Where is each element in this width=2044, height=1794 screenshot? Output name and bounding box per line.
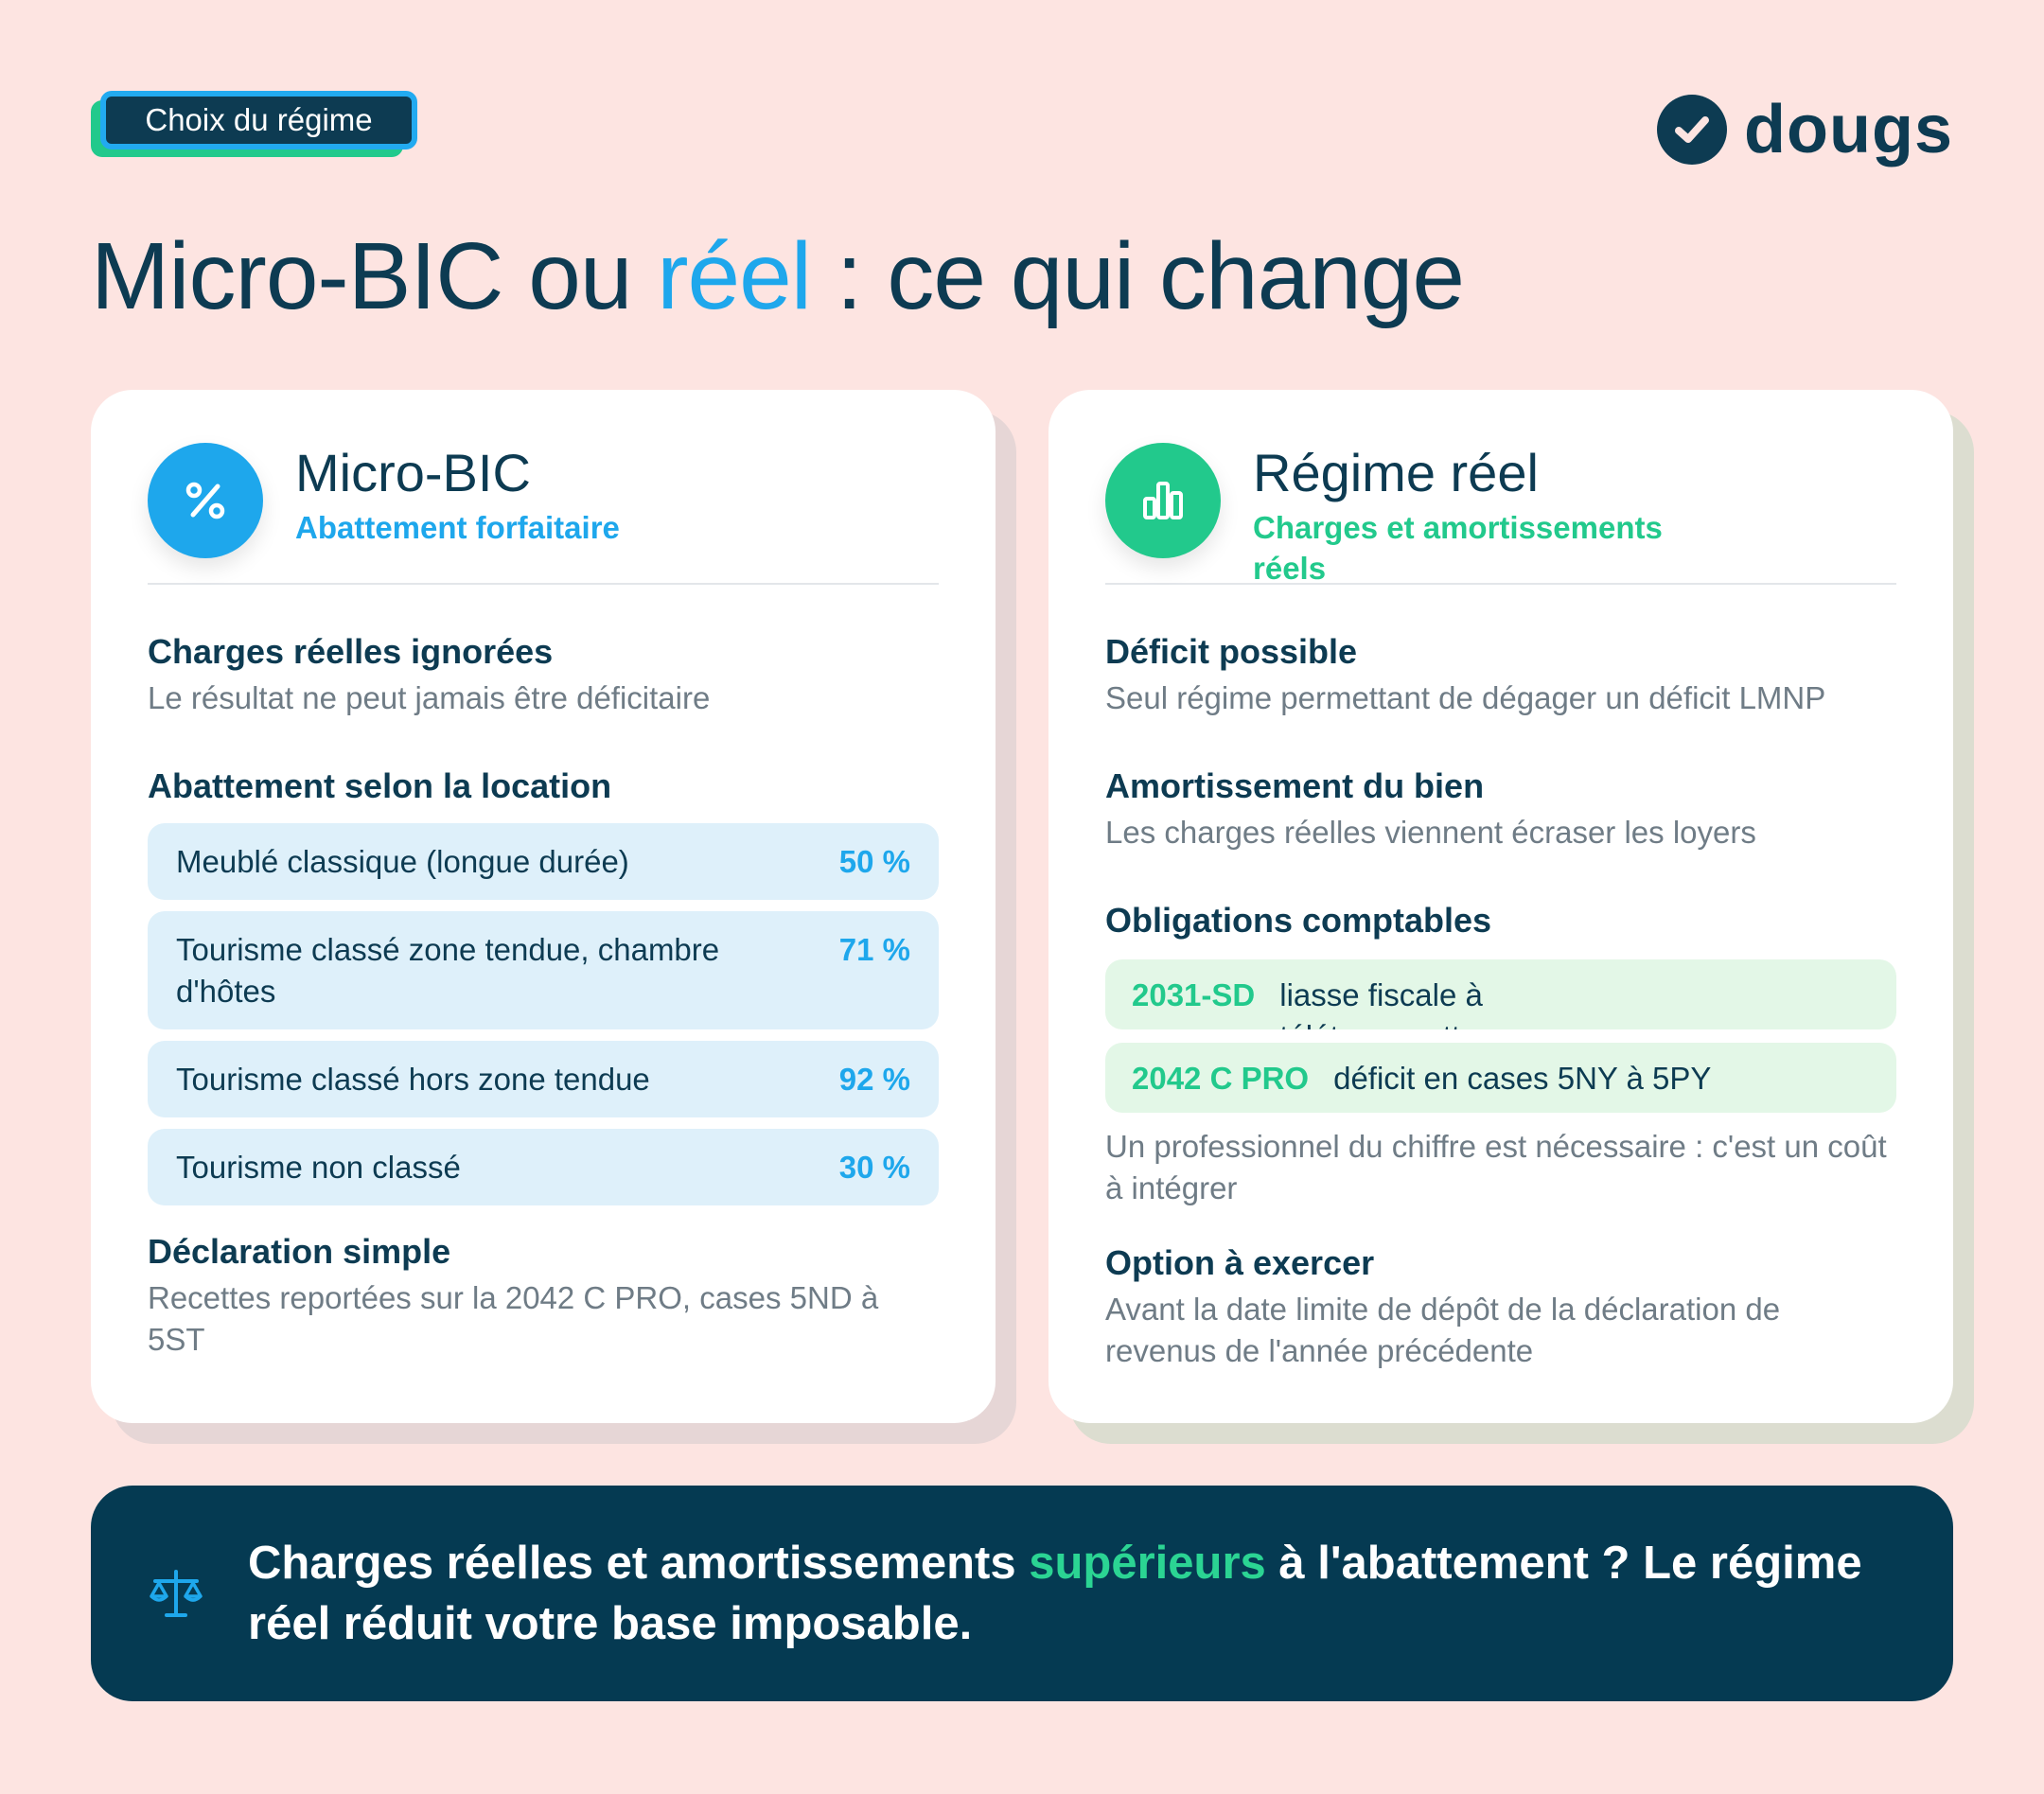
dougs-logo: dougs bbox=[1657, 87, 1953, 172]
section-text: Le résultat ne peut jamais être déficita… bbox=[148, 680, 711, 715]
percent-icon bbox=[148, 443, 263, 558]
card-header: Régime réel Charges et amortissements ré… bbox=[1105, 443, 1896, 586]
logo-text: dougs bbox=[1744, 92, 1953, 167]
card-body: Micro-BIC Abattement forfaitaire Charges… bbox=[91, 390, 996, 1423]
card-subtitle: Charges et amortissements réels bbox=[1253, 510, 1663, 586]
section-title: Option à exercer bbox=[1105, 1243, 1375, 1282]
list-item: Tourisme non classé 30 % bbox=[148, 1129, 939, 1205]
section-text: Recettes reportées sur la 2042 C PRO, ca… bbox=[148, 1280, 879, 1357]
list-item: Meublé classique (longue durée) 50 % bbox=[148, 823, 939, 900]
list-item: Tourisme classé hors zone tendue 92 % bbox=[148, 1041, 939, 1117]
form-description: déficit en cases 5NY à 5PY bbox=[1333, 1061, 1712, 1096]
list-item: 2042 C PRO déficit en cases 5NY à 5PY bbox=[1105, 1043, 1896, 1113]
row-label: Tourisme classé hors zone tendue bbox=[176, 1062, 650, 1097]
section-text: Les charges réelles viennent écraser les… bbox=[1105, 815, 1756, 850]
title-part-1: Micro-BIC ou bbox=[91, 223, 658, 329]
section-title: Déficit possible bbox=[1105, 632, 1358, 671]
scale-icon bbox=[148, 1564, 204, 1623]
bar-chart-icon bbox=[1105, 443, 1221, 558]
list-item: 2031-SD liasse fiscale à télétransmettre bbox=[1105, 959, 1896, 1029]
micro-bic-card: Micro-BIC Abattement forfaitaire Charges… bbox=[91, 390, 1016, 1444]
section-title: Déclaration simple bbox=[148, 1232, 451, 1271]
card-body: Régime réel Charges et amortissements ré… bbox=[1048, 390, 1953, 1423]
abatement-list: Meublé classique (longue durée) 50 % Tou… bbox=[148, 823, 939, 1205]
section-title: Charges réelles ignorées bbox=[148, 632, 554, 671]
page-title: Micro-BIC ou réel : ce qui change bbox=[91, 220, 1465, 333]
section-text: Avant la date limite de dépôt de la décl… bbox=[1105, 1292, 1781, 1368]
form-code: 2031-SD bbox=[1132, 977, 1256, 1012]
obligations-list: 2031-SD liasse fiscale à télétransmettre… bbox=[1105, 959, 1896, 1113]
card-subtitle: Abattement forfaitaire bbox=[295, 510, 620, 545]
footer-text-part-2: à l'abattement ? Le régime réel réduit v… bbox=[248, 1538, 1862, 1649]
section-title: Obligations comptables bbox=[1105, 901, 1492, 940]
row-value: 50 % bbox=[838, 844, 910, 879]
card-heading: Régime réel Charges et amortissements ré… bbox=[1253, 443, 1688, 586]
row-value: 71 % bbox=[838, 932, 910, 967]
form-description: liasse fiscale à télétransmettre bbox=[1279, 977, 1488, 1029]
regime-reel-card: Régime réel Charges et amortissements ré… bbox=[1048, 390, 1974, 1444]
check-icon bbox=[1657, 95, 1728, 165]
conclusion-banner: Charges réelles et amortissements supéri… bbox=[91, 1486, 1953, 1701]
card-header: Micro-BIC Abattement forfaitaire bbox=[148, 443, 939, 585]
card-title: Régime réel bbox=[1253, 443, 1539, 502]
list-item: Tourisme classé zone tendue, chambre d'h… bbox=[148, 911, 939, 1029]
row-value: 30 % bbox=[838, 1150, 910, 1185]
title-part-2: : ce qui change bbox=[810, 223, 1465, 329]
section-text: Un professionnel du chiffre est nécessai… bbox=[1105, 1129, 1887, 1205]
conclusion-text: Charges réelles et amortissements supéri… bbox=[248, 1533, 1953, 1654]
row-value: 92 % bbox=[838, 1062, 910, 1097]
section-title: Abattement selon la location bbox=[148, 766, 612, 805]
footer-text-part-1: Charges réelles et amortissements bbox=[248, 1538, 1030, 1589]
section-tag: Choix du régime bbox=[91, 91, 417, 159]
row-label: Tourisme classé zone tendue, chambre d'h… bbox=[176, 932, 720, 1009]
section-title: Amortissement du bien bbox=[1105, 766, 1485, 805]
tag-label: Choix du régime bbox=[100, 91, 417, 150]
section-text: Seul régime permettant de dégager un déf… bbox=[1105, 680, 1826, 715]
row-label: Tourisme non classé bbox=[176, 1150, 461, 1185]
form-code: 2042 C PRO bbox=[1132, 1061, 1310, 1096]
card-heading: Micro-BIC Abattement forfaitaire bbox=[295, 443, 731, 583]
card-title: Micro-BIC bbox=[295, 443, 531, 502]
title-accent: réel bbox=[657, 223, 812, 329]
row-label: Meublé classique (longue durée) bbox=[176, 844, 629, 879]
footer-highlight: supérieurs bbox=[1029, 1538, 1266, 1589]
